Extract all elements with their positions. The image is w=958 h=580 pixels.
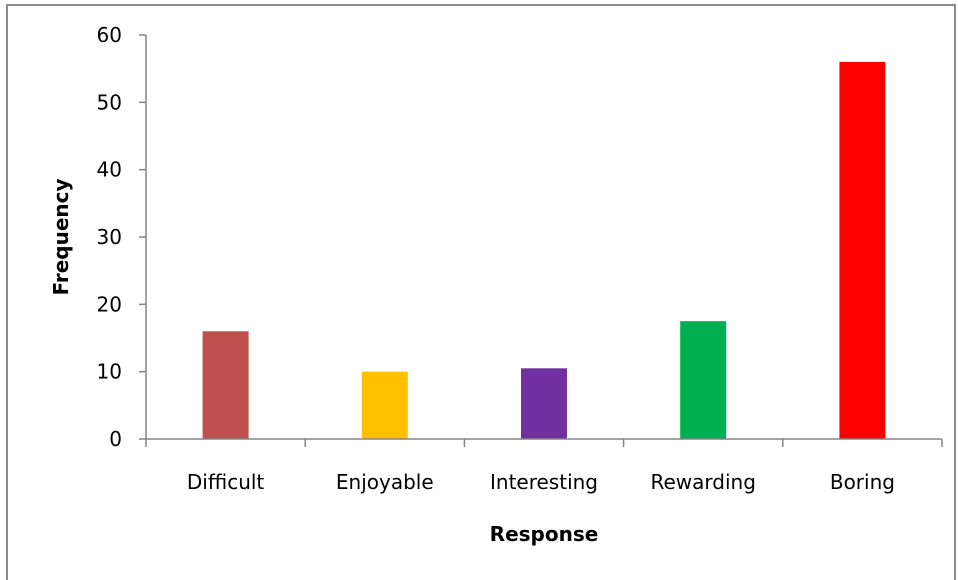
- x-axis-title: Response: [490, 522, 599, 546]
- x-tick-label-rewarding: Rewarding: [650, 470, 755, 494]
- y-tick-label: 30: [97, 225, 122, 249]
- x-tick-label-enjoyable: Enjoyable: [336, 470, 434, 494]
- y-tick-label: 10: [97, 360, 122, 384]
- bar-rewarding: [680, 321, 727, 439]
- x-tick-label-boring: Boring: [830, 470, 895, 494]
- chart-frame: [6, 4, 956, 580]
- y-tick-label: 20: [97, 292, 122, 316]
- y-tick-label: 50: [97, 90, 122, 114]
- bar-interesting: [521, 368, 567, 439]
- x-tick-label-difficult: Difficult: [187, 470, 265, 494]
- y-tick-label: 0: [109, 427, 122, 451]
- bar-enjoyable: [361, 371, 408, 439]
- y-axis-ticks: [139, 34, 146, 440]
- x-axis-tick-labels: Difficult Enjoyable Interesting Rewarding Bo…: [187, 470, 895, 494]
- bar-difficult: [202, 331, 249, 439]
- bar-boring: [839, 61, 886, 439]
- y-tick-label: 60: [97, 23, 122, 47]
- bars: [202, 61, 886, 439]
- y-axis-title: Frequency: [49, 178, 73, 295]
- y-tick-label: 40: [97, 158, 122, 182]
- y-axis-tick-labels: 0 10 20 30 40 50 60: [97, 23, 122, 451]
- x-tick-label-interesting: Interesting: [490, 470, 598, 494]
- x-axis-ticks: [145, 439, 943, 447]
